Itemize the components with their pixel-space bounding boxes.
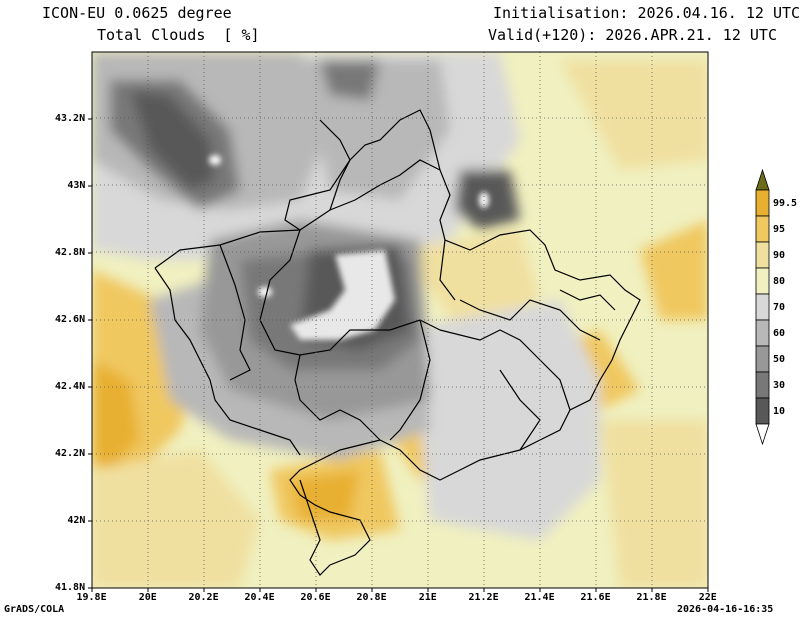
colorbar-bottom-arrow xyxy=(755,423,770,446)
colorbar-segment xyxy=(755,267,770,295)
x-tick-label: 20.8E xyxy=(356,592,387,603)
colorbar-segment xyxy=(755,371,770,399)
x-tick-label: 21.2E xyxy=(468,592,499,603)
grid-lines xyxy=(92,52,708,588)
x-tick-label: 21.8E xyxy=(636,592,667,603)
colorbar-label: 60 xyxy=(773,328,786,339)
colorbar-top-arrow xyxy=(755,168,770,191)
y-tick-label: 41.8N xyxy=(55,582,86,593)
y-tick-label: 42N xyxy=(67,515,86,526)
footer-credit: GrADS/COLA xyxy=(4,604,65,615)
colorbar-label: 90 xyxy=(773,250,786,261)
colorbar-label: 70 xyxy=(773,302,786,313)
footer-timestamp: 2026-04-16-16:35 xyxy=(677,604,774,615)
colorbar-segment xyxy=(755,189,770,217)
x-tick-label: 20.6E xyxy=(300,592,331,603)
y-tick-label: 42.8N xyxy=(55,247,86,258)
y-tick-label: 42.6N xyxy=(55,314,86,325)
valid-time: Valid(+120): 2026.APR.21. 12 UTC xyxy=(488,26,777,44)
x-tick-label: 22E xyxy=(698,592,717,603)
x-tick-label: 21.6E xyxy=(580,592,611,603)
colorbar-segment xyxy=(755,319,770,347)
colorbar-segment xyxy=(755,293,770,321)
x-tick-label: 20.4E xyxy=(244,592,275,603)
colorbar-label: 99.5 xyxy=(773,198,798,209)
y-tick-label: 43N xyxy=(67,180,86,191)
colorbar-label: 10 xyxy=(773,406,786,417)
y-tick-label: 42.2N xyxy=(55,448,86,459)
init-time: Initialisation: 2026.04.16. 12 UTC xyxy=(493,4,800,22)
x-tick-label: 21.4E xyxy=(524,592,555,603)
y-tick-label: 42.4N xyxy=(55,381,86,392)
colorbar-label: 50 xyxy=(773,354,786,365)
colorbar-segment xyxy=(755,241,770,269)
x-tick-label: 19.8E xyxy=(76,592,107,603)
x-tick-label: 20.2E xyxy=(188,592,219,603)
colorbar-label: 95 xyxy=(773,224,786,235)
model-title: ICON-EU 0.0625 degree xyxy=(42,4,232,22)
colorbar-segment xyxy=(755,397,770,425)
variable-title: Total Clouds [ %] xyxy=(97,26,260,44)
colorbar-label: 80 xyxy=(773,276,786,287)
cloud-field xyxy=(92,52,708,588)
x-tick-label: 21E xyxy=(418,592,437,603)
colorbar-segment xyxy=(755,215,770,243)
colorbar-segment xyxy=(755,345,770,373)
colorbar-label: 30 xyxy=(773,380,786,391)
y-tick-label: 43.2N xyxy=(55,113,86,124)
x-tick-label: 20E xyxy=(138,592,157,603)
